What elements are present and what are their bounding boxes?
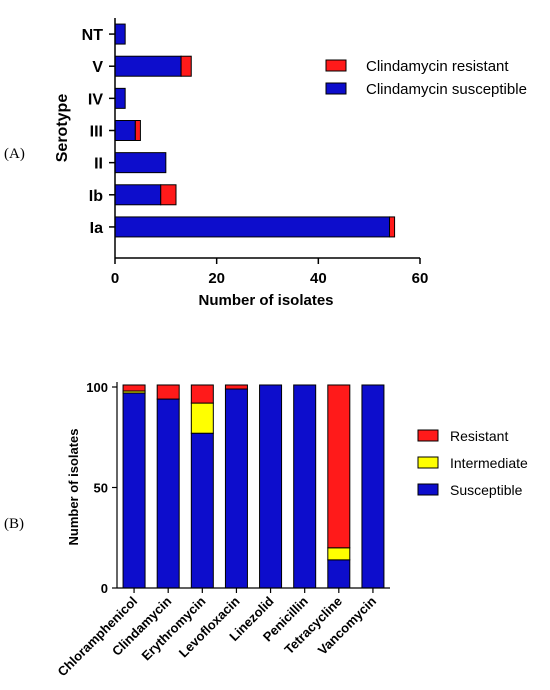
bar-erythromycin-susceptible bbox=[190, 432, 214, 589]
bar-levofloxacin-susceptible bbox=[224, 388, 248, 589]
bar-erythromycin-resistant bbox=[190, 384, 214, 404]
chart-a-bars bbox=[114, 23, 396, 238]
legend-label-resistant: Resistant bbox=[450, 428, 508, 444]
y-tick-label-iv: IV bbox=[88, 91, 103, 108]
chart-a-y-axis-title: Serotype bbox=[54, 94, 71, 163]
bar-chloramphenicol-resistant bbox=[122, 384, 146, 392]
bar-ia-clindamycin-susceptible bbox=[114, 216, 390, 238]
bar-nt-clindamycin-susceptible bbox=[114, 23, 126, 45]
bar-ii-clindamycin-susceptible bbox=[114, 152, 167, 174]
chart-a-x-axis-title: Number of isolates bbox=[198, 292, 333, 309]
chart-a: (A) Serotype Number of isolates NTVIVIII… bbox=[4, 18, 527, 309]
y-tick-label-100: 100 bbox=[86, 380, 108, 395]
bar-penicillin-susceptible bbox=[293, 384, 317, 589]
chart-a-legend: Clindamycin resistant Clindamycin suscept… bbox=[325, 58, 527, 98]
y-tick-label-0: 0 bbox=[101, 581, 108, 596]
bar-iv-clindamycin-susceptible bbox=[114, 87, 126, 109]
y-tick-label-v: V bbox=[92, 59, 103, 76]
bar-v-clindamycin-resistant bbox=[180, 55, 192, 77]
bar-tetracycline-resistant bbox=[327, 384, 351, 549]
chart-b-y-axis-title: Number of isolates bbox=[66, 428, 81, 545]
bar-iii-clindamycin-susceptible bbox=[114, 120, 136, 141]
legend-label-intermediate: Intermediate bbox=[450, 455, 528, 471]
legend-label-clindamycin-resistant: Clindamycin resistant bbox=[366, 58, 509, 75]
bar-iii-clindamycin-resistant bbox=[134, 120, 141, 141]
legend-label-susceptible: Susceptible bbox=[450, 482, 523, 498]
chart-b-legend: Resistant Intermediate Susceptible bbox=[417, 428, 528, 498]
bar-tetracycline-susceptible bbox=[327, 559, 351, 589]
bar-levofloxacin-resistant bbox=[224, 384, 248, 390]
bar-vancomycin-susceptible bbox=[361, 384, 385, 589]
chart-b-bars bbox=[122, 384, 385, 589]
chart-b-panel-label: (B) bbox=[4, 516, 24, 532]
bar-linezolid-susceptible bbox=[259, 384, 283, 589]
bar-clindamycin-resistant bbox=[156, 384, 180, 400]
chart-b: (B) Number of isolates ChloramphenicolCl… bbox=[4, 380, 528, 679]
bar-erythromycin-intermediate bbox=[190, 402, 214, 434]
legend-swatch-intermediate bbox=[417, 456, 439, 469]
legend-swatch-clindamycin-resistant bbox=[325, 59, 347, 72]
bar-chloramphenicol-susceptible bbox=[122, 392, 146, 589]
legend-label-clindamycin-susceptible: Clindamycin susceptible bbox=[366, 81, 527, 98]
y-tick-label-ib: Ib bbox=[89, 188, 103, 205]
y-tick-label-50: 50 bbox=[94, 481, 108, 496]
bar-ib-clindamycin-susceptible bbox=[114, 184, 162, 206]
bar-ia-clindamycin-resistant bbox=[389, 216, 396, 238]
x-tick-label-20: 20 bbox=[208, 270, 225, 287]
bar-tetracycline-intermediate bbox=[327, 547, 351, 561]
x-tick-label-40: 40 bbox=[310, 270, 327, 287]
x-tick-label-0: 0 bbox=[111, 270, 119, 287]
legend-swatch-clindamycin-susceptible bbox=[325, 82, 347, 95]
y-tick-label-iii: III bbox=[90, 124, 103, 141]
bar-clindamycin-susceptible bbox=[156, 398, 180, 589]
legend-swatch-resistant bbox=[417, 429, 439, 442]
y-tick-label-nt: NT bbox=[82, 27, 104, 44]
chart-a-panel-label: (A) bbox=[4, 146, 25, 162]
bar-v-clindamycin-susceptible bbox=[114, 55, 182, 77]
y-tick-label-ia: Ia bbox=[90, 220, 103, 237]
bar-ib-clindamycin-resistant bbox=[160, 184, 177, 206]
x-tick-label-60: 60 bbox=[412, 270, 429, 287]
y-tick-label-ii: II bbox=[94, 156, 103, 173]
legend-swatch-susceptible bbox=[417, 483, 439, 496]
